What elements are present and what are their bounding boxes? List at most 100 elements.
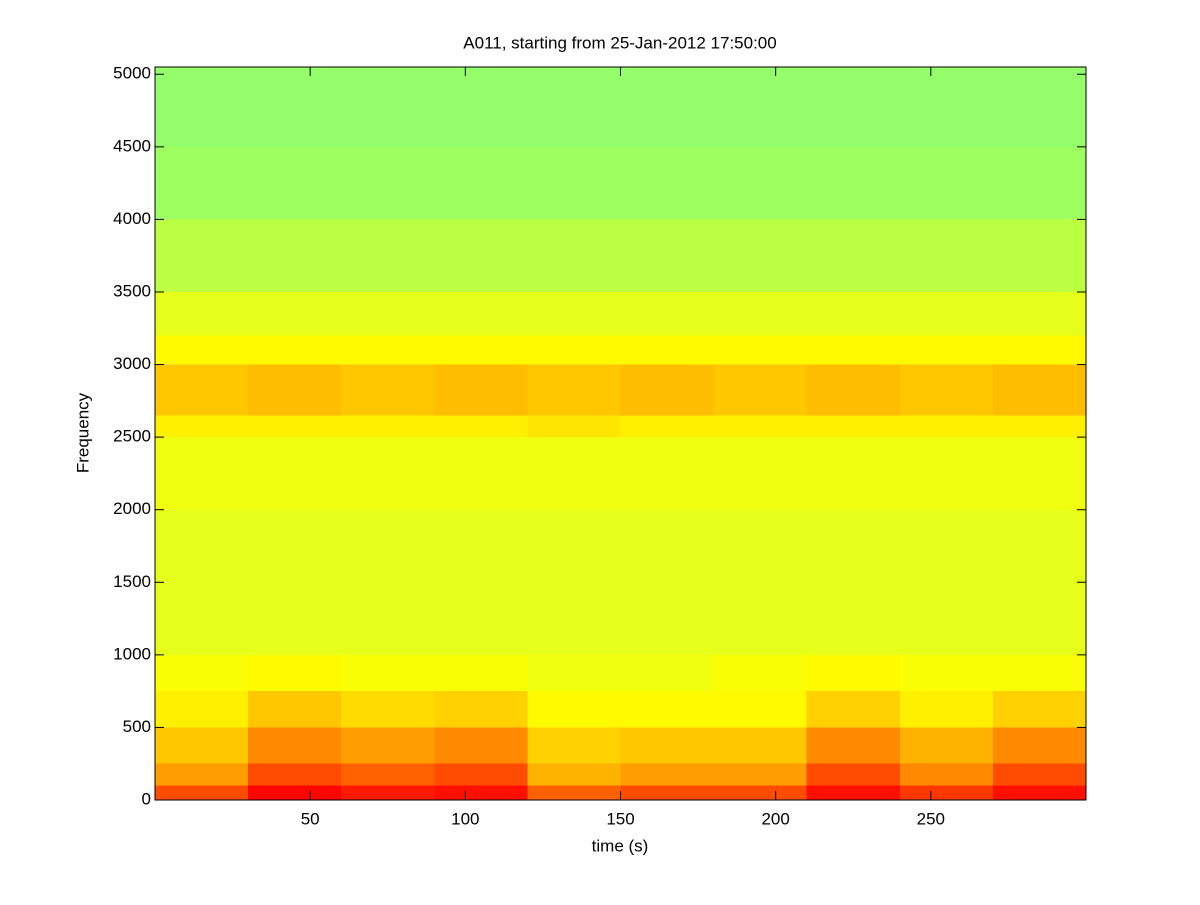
spectrogram-cell (620, 291, 714, 336)
spectrogram-cell (620, 67, 714, 147)
spectrogram-cell (806, 437, 900, 510)
spectrogram-cell (248, 335, 342, 365)
spectrogram-cell (899, 654, 993, 692)
spectrogram-cell (155, 763, 249, 786)
spectrogram-cell (620, 415, 714, 438)
spectrogram-cell (899, 291, 993, 336)
spectrogram-cell (620, 146, 714, 220)
spectrogram-cell (341, 335, 435, 365)
spectrogram-cell (341, 219, 435, 292)
spectrogram-cell (527, 654, 621, 692)
spectrogram-cell (434, 364, 528, 416)
spectrogram-cell (713, 335, 807, 365)
spectrogram-cell (248, 219, 342, 292)
spectrogram-cell (434, 219, 528, 292)
spectrogram-cell (806, 364, 900, 416)
spectrogram-cell (155, 437, 249, 510)
y-tick-label: 0 (142, 789, 151, 808)
spectrogram-cell (899, 437, 993, 510)
spectrogram-cell (899, 219, 993, 292)
spectrogram-cell (155, 291, 249, 336)
x-tick-label: 150 (606, 809, 634, 828)
spectrogram-cell (806, 727, 900, 764)
spectrogram-cell (992, 146, 1086, 220)
spectrogram-cell (341, 509, 435, 583)
spectrogram-cell (248, 763, 342, 786)
spectrogram-cell (248, 437, 342, 510)
spectrogram-cell (620, 437, 714, 510)
spectrogram-cell (899, 727, 993, 764)
spectrogram-cell (713, 364, 807, 416)
spectrogram-cell (155, 785, 249, 800)
spectrogram-cell (155, 691, 249, 728)
spectrogram-cell (992, 654, 1086, 692)
spectrogram-cell (248, 146, 342, 220)
spectrogram-cell (899, 785, 993, 800)
spectrogram-cell (248, 67, 342, 147)
x-tick-label: 250 (917, 809, 945, 828)
spectrogram-cell (620, 691, 714, 728)
spectrogram-cell (806, 219, 900, 292)
spectrogram-cell (527, 415, 621, 438)
spectrogram-cell (155, 654, 249, 692)
spectrogram-cell (248, 509, 342, 583)
spectrogram-cell (155, 67, 249, 147)
spectrogram-cell (155, 146, 249, 220)
spectrogram-cell (992, 364, 1086, 416)
spectrogram-cell (248, 415, 342, 438)
spectrogram-cell (899, 67, 993, 147)
spectrogram-cell (992, 727, 1086, 764)
spectrogram-cell (248, 291, 342, 336)
spectrogram-cell (713, 727, 807, 764)
spectrogram-cell (713, 582, 807, 655)
spectrogram-cell (434, 291, 528, 336)
y-tick-label: 1000 (113, 644, 151, 663)
spectrogram-cell (341, 785, 435, 800)
spectrogram-cell (434, 509, 528, 583)
spectrogram-cell (620, 763, 714, 786)
spectrogram-cell (527, 219, 621, 292)
spectrogram (155, 67, 1086, 800)
spectrogram-cell (155, 727, 249, 764)
spectrogram-cell (248, 582, 342, 655)
spectrogram-cell (620, 785, 714, 800)
spectrogram-cell (992, 691, 1086, 728)
spectrogram-cell (806, 763, 900, 786)
spectrogram-cell (806, 146, 900, 220)
spectrogram-cell (434, 437, 528, 510)
spectrogram-cell (899, 691, 993, 728)
spectrogram-cell (620, 654, 714, 692)
spectrogram-cell (527, 437, 621, 510)
x-axis-label: time (s) (592, 836, 649, 855)
spectrogram-cell (341, 415, 435, 438)
spectrogram-cell (155, 509, 249, 583)
spectrogram-cell (155, 219, 249, 292)
spectrogram-cell (992, 335, 1086, 365)
y-tick-label: 5000 (113, 64, 151, 83)
spectrogram-cell (992, 67, 1086, 147)
spectrogram-cell (527, 335, 621, 365)
spectrogram-cell (806, 654, 900, 692)
spectrogram-cell (713, 509, 807, 583)
spectrogram-cell (155, 415, 249, 438)
spectrogram-cell (341, 437, 435, 510)
spectrogram-cell (992, 509, 1086, 583)
y-tick-label: 2500 (113, 427, 151, 446)
spectrogram-cell (248, 654, 342, 692)
spectrogram-cell (155, 582, 249, 655)
spectrogram-cell (527, 785, 621, 800)
spectrogram-cell (806, 67, 900, 147)
spectrogram-cell (713, 785, 807, 800)
spectrogram-cell (806, 785, 900, 800)
spectrogram-cell (341, 291, 435, 336)
spectrogram-cell (899, 146, 993, 220)
spectrogram-cell (527, 763, 621, 786)
spectrogram-cell (341, 146, 435, 220)
y-tick-label: 4000 (113, 209, 151, 228)
spectrogram-cell (992, 291, 1086, 336)
spectrogram-cell (527, 509, 621, 583)
y-axis-label: Frequency (73, 392, 92, 473)
spectrogram-cell (992, 415, 1086, 438)
spectrogram-cell (806, 582, 900, 655)
